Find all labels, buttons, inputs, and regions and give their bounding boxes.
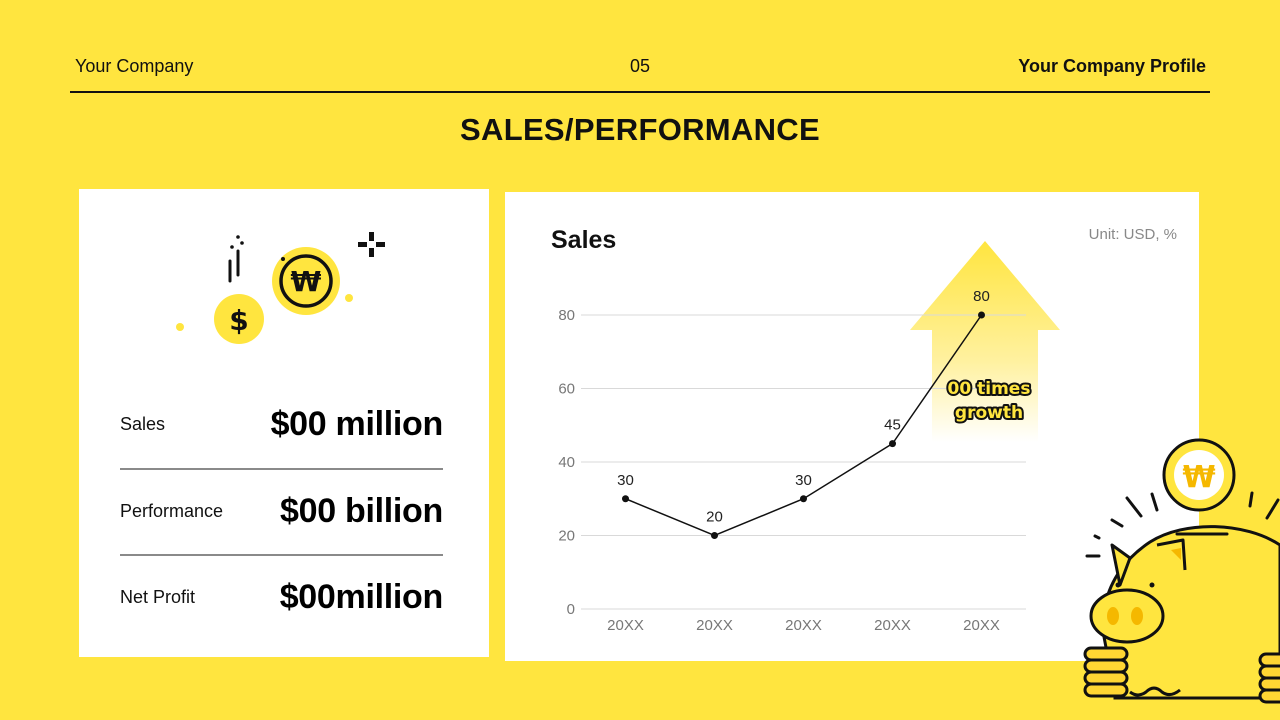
x-axis: 20XX 20XX 20XX 20XX 20XX: [607, 617, 1000, 634]
svg-text:80: 80: [558, 307, 575, 324]
svg-text:20XX: 20XX: [696, 617, 733, 634]
piggy-bank-illustration: ₩: [1083, 438, 1280, 704]
svg-text:80: 80: [973, 288, 990, 305]
svg-text:₩: ₩: [1182, 460, 1215, 495]
svg-text:20: 20: [706, 509, 723, 526]
svg-text:$: $: [229, 304, 248, 337]
stat-sales: Sales $00 million: [120, 381, 443, 467]
page-number: 05: [629, 56, 651, 76]
svg-text:20XX: 20XX: [785, 617, 822, 634]
stat-value: $00 million: [270, 404, 444, 443]
svg-text:60: 60: [558, 381, 575, 398]
svg-text:₩: ₩: [291, 265, 322, 298]
coin-stack-icon: [1083, 646, 1280, 704]
pig-snout: [1089, 588, 1165, 644]
chart-grid: [581, 314, 1026, 610]
stat-performance: Performance $00 billion: [120, 468, 443, 554]
stat-divider: [120, 554, 443, 556]
svg-text:30: 30: [617, 472, 634, 489]
header-divider: [70, 91, 1210, 93]
stat-divider: [120, 468, 443, 470]
money-illustration: ₩ $: [176, 232, 385, 344]
svg-text:20XX: 20XX: [963, 617, 1000, 634]
header-company: Your Company: [75, 56, 194, 76]
stat-net-profit: Net Profit $00million: [120, 554, 443, 640]
summary-card: ₩ $ Sales $00 million Performance $00 bi…: [79, 189, 489, 657]
won-coin-icon: ₩: [1162, 438, 1236, 512]
dot-icon: [176, 323, 184, 331]
page-title: SALES/PERFORMANCE: [460, 112, 820, 147]
svg-text:00 times: 00 times: [948, 379, 1031, 399]
stat-label: Performance: [120, 500, 224, 521]
svg-text:20XX: 20XX: [607, 617, 644, 634]
y-axis: 0 20 40 60 80: [558, 307, 575, 618]
svg-text:growth: growth: [955, 403, 1023, 423]
dot-icon: [345, 294, 353, 302]
sales-series: 30 20 30 45 80: [617, 288, 990, 539]
chart-card: 0 20 40 60 80 20XX 20XX 20XX 20XX 20XX 30 20 30 45 8…: [505, 192, 1199, 661]
svg-text:30: 30: [795, 472, 812, 489]
dollar-coin-icon: $: [214, 294, 264, 344]
shine-lines-icon: [1085, 491, 1280, 558]
won-coin-icon: ₩: [272, 247, 340, 315]
growth-arrow-icon: [910, 241, 1060, 442]
stat-label: Sales: [120, 413, 166, 434]
svg-text:0: 0: [567, 601, 575, 618]
chart-title: Sales: [551, 226, 617, 254]
svg-text:40: 40: [558, 454, 575, 471]
chart-unit: Unit: USD, %: [1088, 226, 1177, 243]
svg-text:45: 45: [884, 417, 901, 434]
line-chart: 0 20 40 60 80 20XX 20XX 20XX 20XX 20XX 30 20 30 45 8…: [558, 241, 1060, 634]
sparkle-icon: [358, 232, 385, 257]
falling-lines-icon: [228, 235, 244, 283]
svg-text:20: 20: [558, 528, 575, 545]
stat-value: $00 billion: [280, 491, 443, 530]
stat-label: Net Profit: [120, 586, 196, 607]
header-profile: Your Company Profile: [1018, 56, 1206, 76]
stat-value: $00million: [279, 577, 444, 616]
pig-body: [1089, 525, 1280, 700]
growth-callout: 00 times growth: [946, 377, 1033, 425]
svg-text:20XX: 20XX: [874, 617, 911, 634]
